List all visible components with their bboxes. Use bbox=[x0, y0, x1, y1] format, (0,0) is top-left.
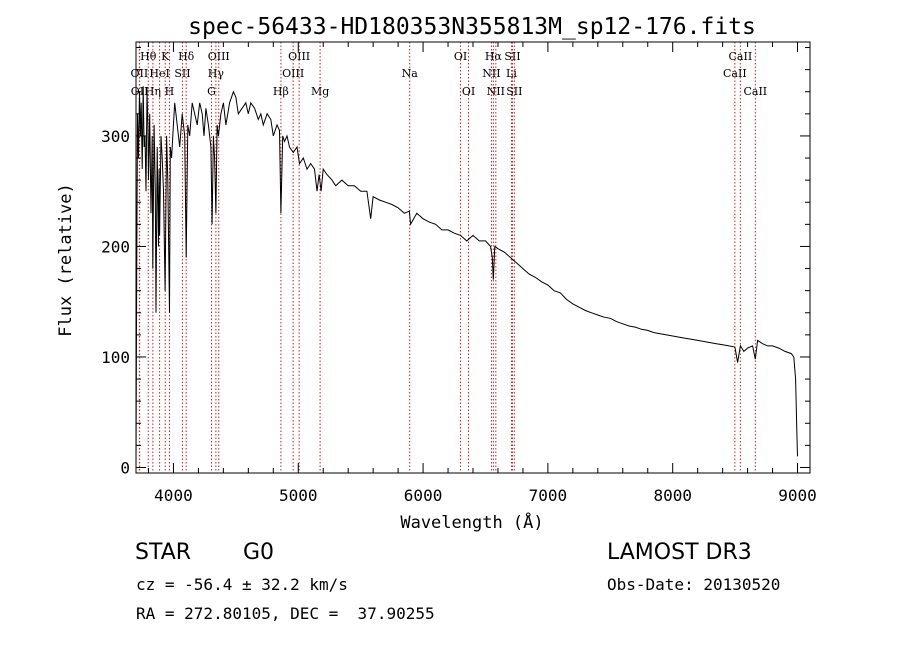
line-label-3: OIII bbox=[208, 50, 230, 63]
y-tick-label: 200 bbox=[101, 237, 130, 256]
x-tick-label: 4000 bbox=[154, 486, 193, 505]
axis-ticks: 4000 5000 6000 7000 8000 9000 0 100 200 300 bbox=[101, 42, 817, 505]
line-label-24: OI bbox=[462, 85, 475, 98]
x-tick-label: 7000 bbox=[529, 486, 568, 505]
spectrum-chart: spec-56433-HD180353N355813M_sp12-176.fit… bbox=[56, 14, 817, 533]
line-label-23: Mg bbox=[311, 85, 329, 98]
line-label-10: HeI bbox=[149, 67, 169, 80]
line-label-12: Hγ bbox=[208, 67, 225, 80]
line-label-8: CaII bbox=[729, 50, 753, 63]
line-markers bbox=[138, 42, 756, 473]
y-tick-label: 100 bbox=[101, 348, 130, 367]
line-label-13: OIII bbox=[282, 67, 304, 80]
ra-dec: RA = 272.80105, DEC = 37.90255 bbox=[136, 604, 435, 623]
x-tick-label: 6000 bbox=[404, 486, 443, 505]
line-label-11: SII bbox=[174, 67, 190, 80]
line-label-9: OII bbox=[131, 67, 149, 80]
line-label-21: G bbox=[207, 85, 216, 98]
spectrum-line bbox=[135, 86, 798, 468]
x-tick-label: 5000 bbox=[279, 486, 318, 505]
line-label-7: SII bbox=[504, 50, 520, 63]
chart-title: spec-56433-HD180353N355813M_sp12-176.fit… bbox=[188, 14, 756, 40]
object-class: STAR bbox=[135, 540, 192, 565]
line-label-4: OIII bbox=[288, 50, 310, 63]
y-axis-label: Flux (relative) bbox=[56, 183, 76, 337]
obs-date: Obs-Date: 20130520 bbox=[607, 575, 781, 594]
redshift-cz: cz = -56.4 ± 32.2 km/s bbox=[136, 575, 348, 594]
line-label-0: Hθ bbox=[140, 50, 157, 63]
y-tick-label: 0 bbox=[120, 458, 130, 477]
line-label-6: Hα bbox=[485, 50, 503, 63]
survey-name: LAMOST DR3 bbox=[607, 540, 752, 565]
line-label-17: CaII bbox=[723, 67, 747, 80]
line-label-25: NII bbox=[487, 85, 505, 98]
line-label-19: Hη bbox=[145, 85, 161, 98]
line-label-2: Hδ bbox=[178, 50, 195, 63]
line-label-22: Hβ bbox=[273, 85, 289, 98]
line-label-27: CaII bbox=[743, 85, 767, 98]
x-tick-label: 8000 bbox=[653, 486, 692, 505]
line-label-14: Na bbox=[402, 67, 419, 80]
line-label-20: H bbox=[165, 85, 175, 98]
line-label-26: SII bbox=[506, 85, 522, 98]
line-label-1: K bbox=[161, 50, 170, 63]
x-tick-label: 9000 bbox=[778, 486, 817, 505]
line-label-16: Li bbox=[506, 67, 517, 80]
line-label-5: OI bbox=[454, 50, 467, 63]
x-axis-label: Wavelength (Å) bbox=[400, 511, 543, 533]
line-label-15: NII bbox=[482, 67, 500, 80]
y-tick-label: 300 bbox=[101, 127, 130, 146]
object-subclass: G0 bbox=[243, 540, 275, 565]
